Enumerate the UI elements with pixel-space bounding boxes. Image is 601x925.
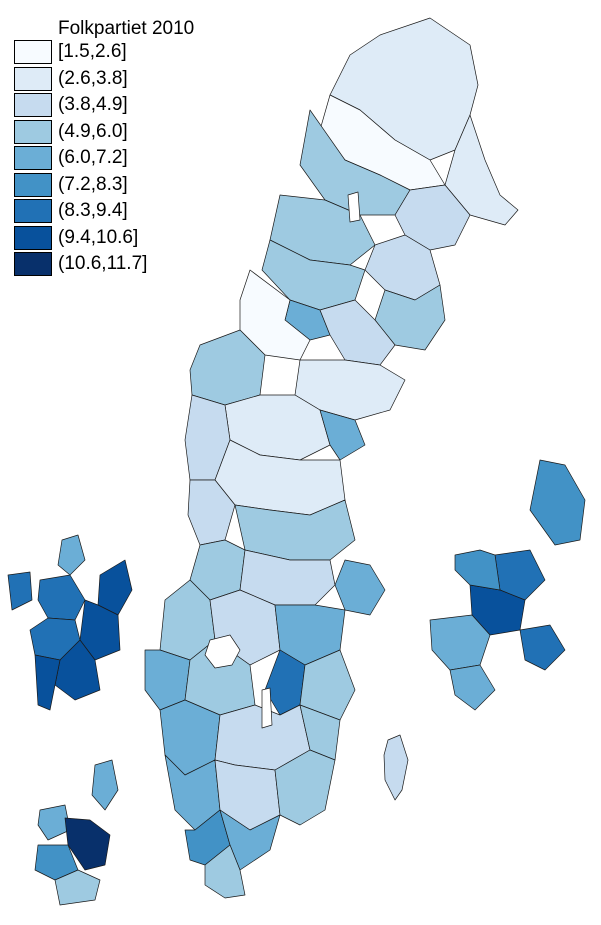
region-south-16 (204, 844, 246, 899)
sweden-mainland (144, 17, 519, 899)
sth-7 (519, 624, 566, 671)
sth-6 (449, 664, 496, 711)
mlm-1 (91, 759, 119, 811)
legend-swatch (14, 93, 52, 117)
sth-1 (529, 459, 586, 546)
legend-label: (6.0,7.2] (58, 147, 128, 168)
gbg-2 (97, 559, 133, 616)
sth-4 (454, 549, 501, 591)
gotland-island (383, 734, 409, 801)
legend-label: (2.6,3.8] (58, 67, 128, 89)
gbg-3 (37, 574, 86, 621)
region-mid-4 (319, 409, 366, 461)
legend-label: (3.8,4.9] (58, 94, 128, 115)
inset-goteborg (7, 534, 133, 711)
gbg-8 (7, 571, 33, 611)
legend-label: (8.3,9.4] (58, 200, 128, 221)
legend-title: Folkpartiet 2010 (58, 18, 195, 39)
legend-swatch (14, 252, 52, 276)
gbg-7 (34, 654, 61, 711)
inset-malmo (34, 759, 119, 906)
legend-swatch (14, 146, 52, 170)
inset-stockholm (429, 459, 586, 711)
region-south-7 (299, 649, 356, 721)
legend-swatch (14, 119, 52, 144)
legend-label: (4.9,6.0] (58, 120, 128, 142)
lake-north (347, 191, 361, 223)
lake-vanern (204, 634, 241, 669)
legend-label: (9.4,10.6] (58, 226, 139, 248)
legend-swatch (14, 225, 52, 250)
region-mid-9 (334, 559, 386, 616)
legend-label: (10.6,11.7] (58, 253, 148, 274)
gbg-1 (57, 534, 86, 576)
mlm-5 (54, 869, 101, 906)
legend-swatch (14, 172, 52, 197)
legend-swatch (14, 66, 52, 91)
legend-swatch (14, 199, 52, 223)
mlm-2 (37, 804, 71, 841)
region-north-12 (319, 299, 396, 366)
region-north-5 (394, 184, 471, 251)
legend-swatch (14, 40, 52, 64)
lake-vattern (261, 687, 273, 729)
lakes (204, 191, 361, 729)
legend-label: [1.5,2.6] (58, 41, 127, 62)
legend-label: (7.2,8.3] (58, 173, 128, 195)
